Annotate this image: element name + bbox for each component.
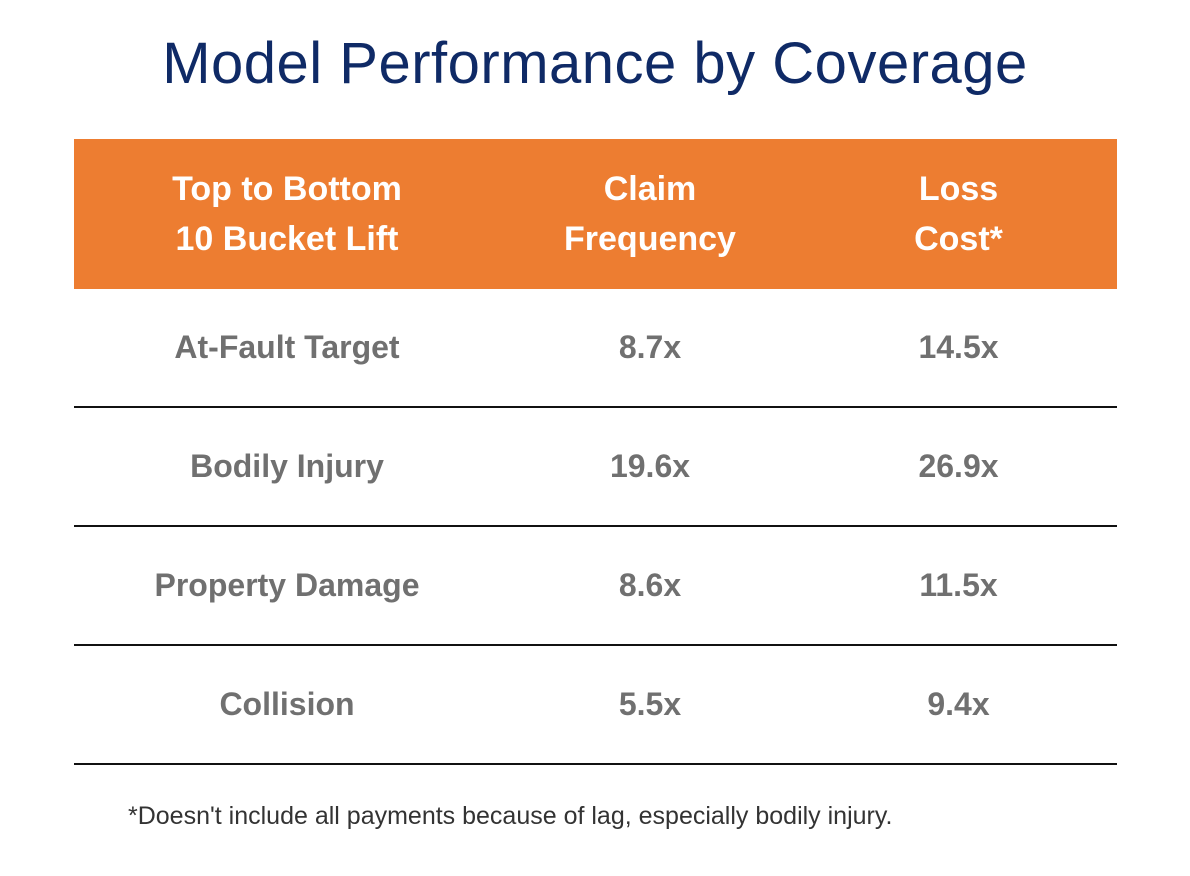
loss-cost-value: 14.5x [918,329,999,365]
column-header-lift: Top to Bottom 10 Bucket Lift [172,170,402,258]
footnote: *Doesn't include all payments because of… [128,802,893,830]
claim-frequency-value: 19.6x [609,448,691,484]
loss-cost-value: 11.5x [919,567,998,603]
loss-cost-value: 26.9x [918,448,999,484]
table-row: Bodily Injury 19.6x 26.9x [74,408,1117,527]
performance-table: Top to Bottom 10 Bucket Lift Claim Frequ… [74,139,1117,765]
loss-cost-value: 9.4x [927,686,990,722]
row-label: Bodily Injury [190,448,384,484]
column-header-loss-cost: Loss Cost* [914,170,1003,258]
table-header: Top to Bottom 10 Bucket Lift Claim Frequ… [74,139,1117,289]
table-row: Collision 5.5x 9.4x [74,646,1117,765]
table-row: At-Fault Target 8.7x 14.5x [74,289,1117,408]
table-row: Property Damage 8.6x 11.5x [74,527,1117,646]
claim-frequency-value: 8.7x [618,329,682,365]
claim-frequency-value: 5.5x [618,686,682,722]
page-title: Model Performance by Coverage [162,31,1028,96]
row-label: Property Damage [154,567,420,603]
column-header-claim-frequency: Claim Frequency [564,170,736,258]
row-label: Collision [219,686,355,722]
row-label: At-Fault Target [174,329,400,365]
claim-frequency-value: 8.6x [618,567,682,603]
